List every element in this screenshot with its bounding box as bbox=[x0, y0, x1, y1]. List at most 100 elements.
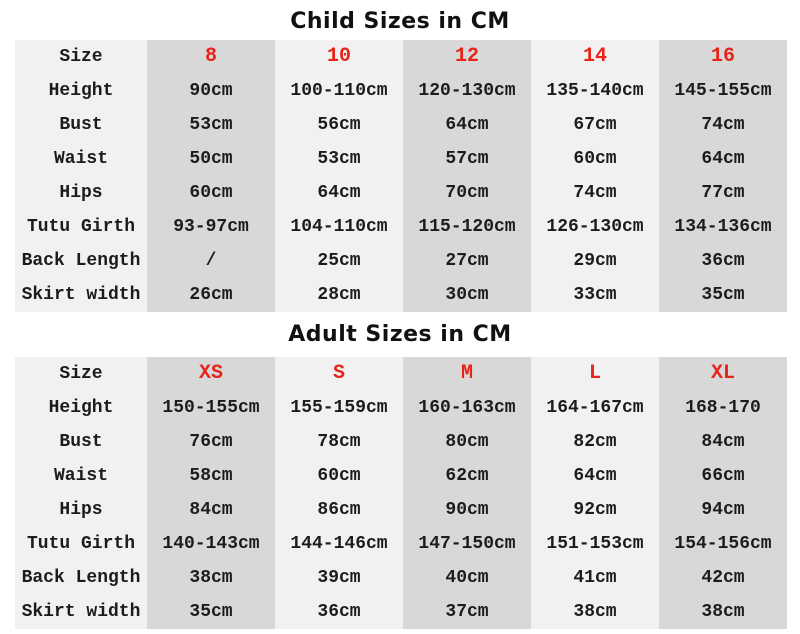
measurement-cell: 67cm bbox=[573, 115, 617, 135]
measurement-cell: 150-155cm bbox=[162, 398, 260, 418]
measurement-cell: 40cm bbox=[445, 568, 489, 588]
size-column: XS 150-155cm 76cm 58cm 84cm 140-143cm 38cm 35cm bbox=[147, 357, 275, 629]
measurement-cell: 64cm bbox=[317, 183, 361, 203]
measurement-cell: 41cm bbox=[573, 568, 617, 588]
measurement-cell: 60cm bbox=[573, 149, 617, 169]
measurement-cell: 84cm bbox=[701, 432, 745, 452]
measurement-cell: 64cm bbox=[701, 149, 745, 169]
measurement-cell: 25cm bbox=[317, 251, 361, 271]
size-header-cell: 14 bbox=[582, 45, 607, 68]
measurement-cell: / bbox=[205, 251, 217, 271]
measurement-cell: 76cm bbox=[189, 432, 233, 452]
measurement-cell: 60cm bbox=[317, 466, 361, 486]
measurement-cell: 155-159cm bbox=[290, 398, 388, 418]
row-label: Skirt width bbox=[21, 602, 141, 622]
size-column: S 155-159cm 78cm 60cm 86cm 144-146cm 39cm 36cm bbox=[275, 357, 403, 629]
measurement-cell: 92cm bbox=[573, 500, 617, 520]
measurement-cell: 35cm bbox=[701, 285, 745, 305]
measurement-cell: 36cm bbox=[317, 602, 361, 622]
measurement-cell: 30cm bbox=[445, 285, 489, 305]
measurement-cell: 36cm bbox=[701, 251, 745, 271]
measurement-cell: 37cm bbox=[445, 602, 489, 622]
measurement-cell: 64cm bbox=[445, 115, 489, 135]
measurement-cell: 60cm bbox=[189, 183, 233, 203]
measurement-cell: 74cm bbox=[701, 115, 745, 135]
measurement-cell: 134-136cm bbox=[674, 217, 772, 237]
size-table-adult-sizes: Size Height Bust Waist Hips Tutu Girth Back Le… bbox=[15, 357, 787, 629]
measurement-cell: 56cm bbox=[317, 115, 361, 135]
size-table-child-sizes: Size Height Bust Waist Hips Tutu Girth Back Le… bbox=[15, 40, 787, 312]
size-header-cell: 8 bbox=[204, 45, 217, 68]
row-label: Tutu Girth bbox=[26, 534, 136, 554]
measurement-cell: 29cm bbox=[573, 251, 617, 271]
measurement-cell: 90cm bbox=[445, 500, 489, 520]
measurement-cell: 57cm bbox=[445, 149, 489, 169]
row-label: Skirt width bbox=[21, 285, 141, 305]
measurement-cell: 135-140cm bbox=[546, 81, 644, 101]
row-label: Height bbox=[48, 81, 114, 101]
measurement-cell: 145-155cm bbox=[674, 81, 772, 101]
size-header-cell: 16 bbox=[710, 45, 735, 68]
measurement-cell: 80cm bbox=[445, 432, 489, 452]
row-label-column: Size Height Bust Waist Hips Tutu Girth Back Le… bbox=[15, 357, 147, 629]
measurement-cell: 26cm bbox=[189, 285, 233, 305]
measurement-cell: 93-97cm bbox=[173, 217, 249, 237]
size-header-cell: XS bbox=[198, 362, 223, 385]
measurement-cell: 42cm bbox=[701, 568, 745, 588]
size-column: 10 100-110cm 56cm 53cm 64cm 104-110cm 25cm 28cm bbox=[275, 40, 403, 312]
row-label: Height bbox=[48, 398, 114, 418]
measurement-cell: 164-167cm bbox=[546, 398, 644, 418]
measurement-cell: 27cm bbox=[445, 251, 489, 271]
measurement-cell: 78cm bbox=[317, 432, 361, 452]
row-label: Hips bbox=[59, 183, 103, 203]
size-column: XL 168-170 84cm 66cm 94cm 154-156cm 42cm 38cm bbox=[659, 357, 787, 629]
size-header-cell: L bbox=[588, 362, 601, 385]
measurement-cell: 39cm bbox=[317, 568, 361, 588]
size-header-cell: 10 bbox=[326, 45, 351, 68]
row-label: Waist bbox=[53, 466, 108, 486]
measurement-cell: 74cm bbox=[573, 183, 617, 203]
row-label: Size bbox=[59, 47, 103, 67]
measurement-cell: 84cm bbox=[189, 500, 233, 520]
measurement-cell: 100-110cm bbox=[290, 81, 388, 101]
measurement-cell: 53cm bbox=[317, 149, 361, 169]
size-column: 12 120-130cm 64cm 57cm 70cm 115-120cm 27cm 30cm bbox=[403, 40, 531, 312]
row-label: Size bbox=[59, 364, 103, 384]
size-header-cell: XL bbox=[710, 362, 735, 385]
size-column: M 160-163cm 80cm 62cm 90cm 147-150cm 40cm 37cm bbox=[403, 357, 531, 629]
size-table-section-child-sizes: Child Sizes in CM Size Height Bust Waist Hips… bbox=[0, 0, 800, 312]
measurement-cell: 53cm bbox=[189, 115, 233, 135]
size-column: 14 135-140cm 67cm 60cm 74cm 126-130cm 29cm 33cm bbox=[531, 40, 659, 312]
row-label: Back Length bbox=[21, 251, 141, 271]
size-header-cell: M bbox=[460, 362, 473, 385]
row-label: Bust bbox=[59, 432, 103, 452]
measurement-cell: 66cm bbox=[701, 466, 745, 486]
size-column: L 164-167cm 82cm 64cm 92cm 151-153cm 41cm 38cm bbox=[531, 357, 659, 629]
size-header-cell: S bbox=[332, 362, 345, 385]
row-label: Hips bbox=[59, 500, 103, 520]
row-label: Tutu Girth bbox=[26, 217, 136, 237]
measurement-cell: 28cm bbox=[317, 285, 361, 305]
measurement-cell: 154-156cm bbox=[674, 534, 772, 554]
row-label-column: Size Height Bust Waist Hips Tutu Girth Back Le… bbox=[15, 40, 147, 312]
measurement-cell: 94cm bbox=[701, 500, 745, 520]
measurement-cell: 38cm bbox=[573, 602, 617, 622]
table-title-child-sizes: Child Sizes in CM bbox=[290, 9, 510, 34]
row-label: Waist bbox=[53, 149, 108, 169]
measurement-cell: 77cm bbox=[701, 183, 745, 203]
measurement-cell: 86cm bbox=[317, 500, 361, 520]
measurement-cell: 38cm bbox=[189, 568, 233, 588]
table-title-adult-sizes: Adult Sizes in CM bbox=[288, 322, 512, 347]
measurement-cell: 168-170 bbox=[685, 398, 761, 418]
measurement-cell: 62cm bbox=[445, 466, 489, 486]
size-column: 16 145-155cm 74cm 64cm 77cm 134-136cm 36cm 35cm bbox=[659, 40, 787, 312]
measurement-cell: 58cm bbox=[189, 466, 233, 486]
measurement-cell: 151-153cm bbox=[546, 534, 644, 554]
row-label: Bust bbox=[59, 115, 103, 135]
size-table-section-adult-sizes: Adult Sizes in CM Size Height Bust Waist Hips… bbox=[0, 312, 800, 629]
measurement-cell: 38cm bbox=[701, 602, 745, 622]
measurement-cell: 140-143cm bbox=[162, 534, 260, 554]
measurement-cell: 50cm bbox=[189, 149, 233, 169]
measurement-cell: 70cm bbox=[445, 183, 489, 203]
